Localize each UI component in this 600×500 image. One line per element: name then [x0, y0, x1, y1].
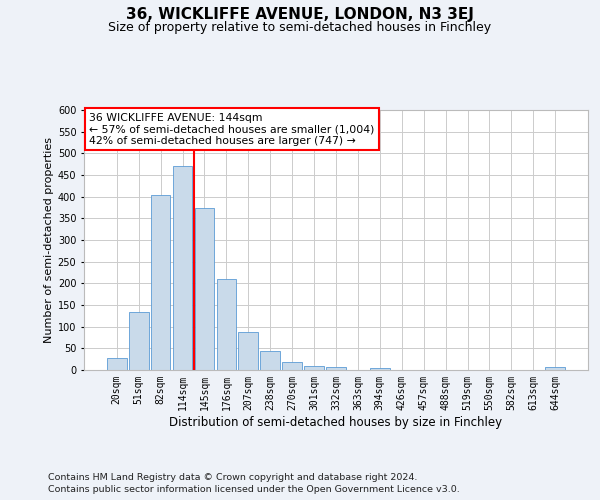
Text: Contains public sector information licensed under the Open Government Licence v3: Contains public sector information licen… [48, 485, 460, 494]
Bar [194, 208, 214, 370]
Y-axis label: Number of semi-detached properties: Number of semi-detached properties [44, 137, 53, 343]
Bar [370, 368, 390, 370]
Bar [173, 166, 193, 370]
Text: 36 WICKLIFFE AVENUE: 144sqm
← 57% of semi-detached houses are smaller (1,004)
42: 36 WICKLIFFE AVENUE: 144sqm ← 57% of sem… [89, 112, 374, 146]
Bar [326, 367, 346, 370]
Bar [304, 366, 324, 370]
Bar [260, 350, 280, 370]
Text: 36, WICKLIFFE AVENUE, LONDON, N3 3EJ: 36, WICKLIFFE AVENUE, LONDON, N3 3EJ [126, 8, 474, 22]
Text: Contains HM Land Registry data © Crown copyright and database right 2024.: Contains HM Land Registry data © Crown c… [48, 472, 418, 482]
Bar [282, 362, 302, 370]
Bar [107, 358, 127, 370]
Bar [151, 194, 170, 370]
Bar [129, 312, 149, 370]
Bar [217, 279, 236, 370]
Bar [545, 367, 565, 370]
X-axis label: Distribution of semi-detached houses by size in Finchley: Distribution of semi-detached houses by … [169, 416, 503, 428]
Text: Size of property relative to semi-detached houses in Finchley: Size of property relative to semi-detach… [109, 21, 491, 34]
Bar [238, 332, 258, 370]
